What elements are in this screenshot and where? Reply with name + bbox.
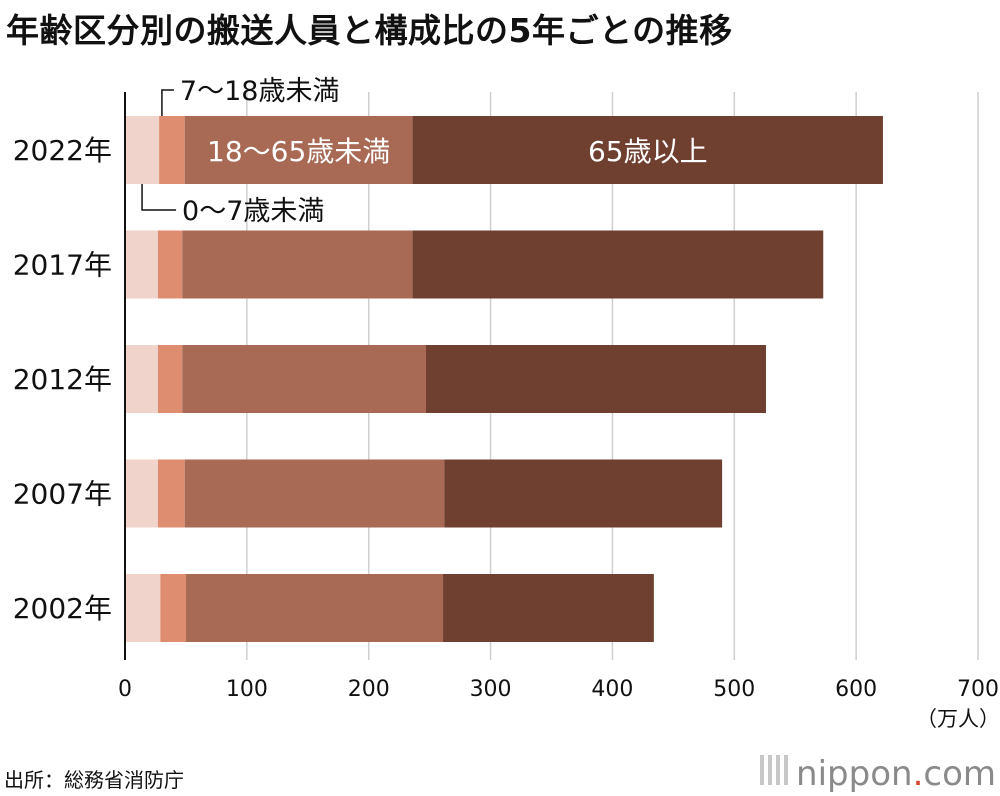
category-label: 2012年 bbox=[13, 363, 112, 396]
category-label: 2022年 bbox=[13, 134, 112, 167]
x-tick-label-200: 200 bbox=[348, 677, 390, 702]
callout-label-7-18: 7〜18歳未満 bbox=[180, 76, 340, 107]
bar-layer: 18〜65歳未満 65歳以上 bbox=[125, 116, 883, 642]
x-tick-label-300: 300 bbox=[470, 677, 512, 702]
bar-segment-2 bbox=[157, 345, 183, 413]
logo-suffix: com bbox=[923, 754, 996, 794]
segment-label-4: 65歳以上 bbox=[588, 135, 708, 168]
category-label: 2007年 bbox=[13, 478, 112, 511]
bar-segment-4 bbox=[444, 459, 723, 528]
logo-stripes-icon bbox=[760, 755, 791, 785]
x-tick-label-500: 500 bbox=[713, 677, 755, 702]
x-tick-label-700: 700 bbox=[957, 677, 999, 702]
bar-segment-3 bbox=[184, 116, 413, 184]
bar-segment-1 bbox=[125, 574, 161, 642]
callout-line-0-7 bbox=[141, 184, 177, 211]
bar-segment-4 bbox=[412, 116, 883, 184]
nippon-logo: nippon. com bbox=[760, 754, 996, 794]
bar-segment-1 bbox=[125, 459, 158, 528]
stacked-bar-chart: 18〜65歳未満 65歳以上 0 100 200 300 400 500 600 700 （万人）… bbox=[13, 76, 1000, 731]
source-note: 出所：総務省消防庁 bbox=[4, 768, 184, 792]
category-label: 2017年 bbox=[13, 249, 112, 282]
segment-label-3: 18〜65歳未満 bbox=[207, 135, 390, 168]
bar-segment-3 bbox=[182, 230, 413, 299]
bar-segment-4 bbox=[425, 345, 766, 413]
bar-segment-2 bbox=[157, 230, 183, 299]
logo-name: nippon bbox=[796, 754, 913, 794]
x-tick-label-400: 400 bbox=[591, 677, 633, 702]
annotations: 7〜18歳未満 0〜7歳未満 bbox=[141, 76, 340, 227]
bar-segment-3 bbox=[182, 345, 426, 413]
axis-layer: 0 100 200 300 400 500 600 700 （万人） 2022年 2017年 2012… bbox=[13, 92, 1000, 731]
x-tick-label-100: 100 bbox=[226, 677, 268, 702]
x-tick-label-0: 0 bbox=[118, 677, 132, 702]
bar-segment-2 bbox=[159, 116, 185, 184]
bar-segment-3 bbox=[184, 459, 445, 528]
x-tick-label-600: 600 bbox=[835, 677, 877, 702]
x-axis-unit-label: （万人） bbox=[916, 707, 1000, 731]
callout-label-0-7: 0〜7歳未満 bbox=[182, 196, 324, 227]
bar-segment-1 bbox=[125, 230, 158, 299]
bar-segment-1 bbox=[125, 116, 160, 184]
bar-segment-4 bbox=[412, 230, 824, 299]
bar-segment-2 bbox=[157, 459, 185, 528]
bar-segment-2 bbox=[160, 574, 186, 642]
bar-segment-1 bbox=[125, 345, 158, 413]
bar-segment-4 bbox=[443, 574, 654, 642]
chart-title: 年齢区分別の搬送人員と構成比の5年ごとの推移 bbox=[6, 11, 733, 50]
bar-segment-3 bbox=[185, 574, 444, 642]
callout-line-7-18 bbox=[161, 89, 174, 116]
logo-dot: . bbox=[912, 754, 924, 794]
category-label: 2002年 bbox=[13, 592, 112, 625]
